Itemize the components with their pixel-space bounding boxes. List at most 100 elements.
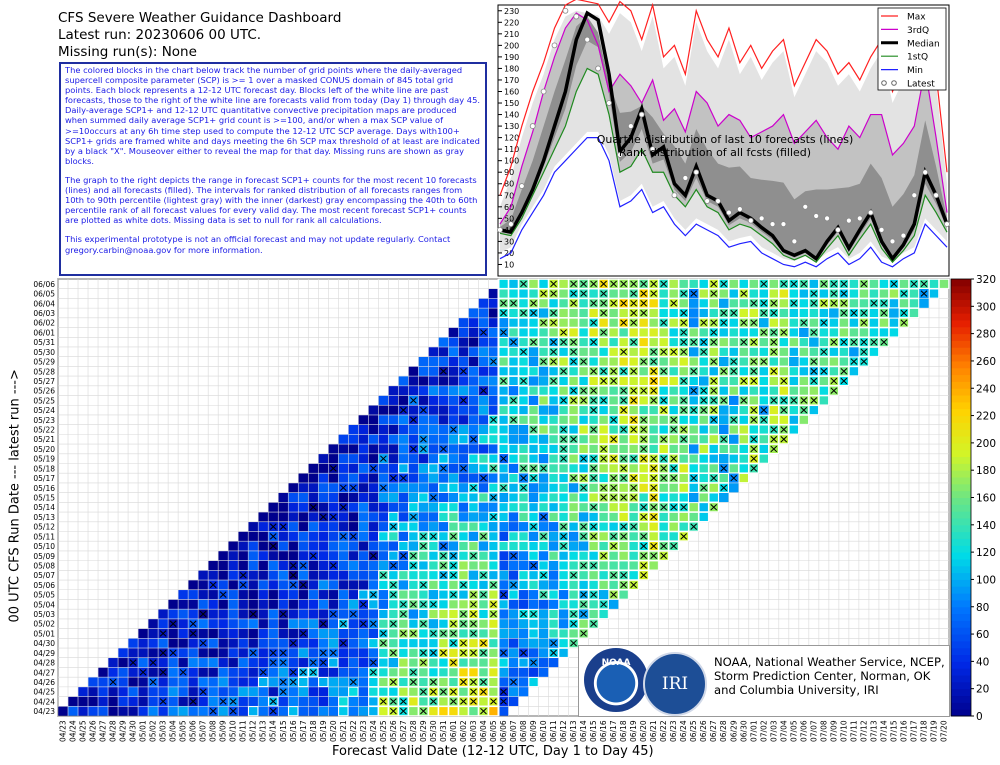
heat-cell xyxy=(598,579,609,590)
valid-date-label: 05/21 xyxy=(339,720,348,742)
scp-threshold-x xyxy=(129,659,137,666)
latest-dot xyxy=(867,209,874,216)
colorbar-tick-label: 60 xyxy=(976,629,989,641)
scp-threshold-x xyxy=(510,416,517,424)
heat-cell xyxy=(328,531,339,541)
scp-threshold-x xyxy=(450,698,457,705)
latest-dot xyxy=(649,146,656,153)
scp-threshold-x xyxy=(440,552,447,559)
colorbar-segment xyxy=(951,552,971,560)
heat-cell xyxy=(538,648,549,658)
scp-threshold-x xyxy=(610,300,617,307)
heat-cell xyxy=(478,628,489,639)
scp-threshold-x xyxy=(650,513,658,521)
heat-cell xyxy=(658,337,669,348)
heat-cell xyxy=(768,356,780,367)
heat-cell xyxy=(528,492,539,503)
scp-threshold-x xyxy=(620,455,627,462)
run-date-label: 05/25 xyxy=(33,396,55,405)
heat-cell xyxy=(108,667,118,677)
heat-cell xyxy=(738,307,749,319)
heat-cell xyxy=(689,318,699,328)
heat-cell xyxy=(468,327,479,337)
heat-cell xyxy=(638,346,649,357)
heat-cell xyxy=(408,531,419,542)
heat-cell xyxy=(388,638,399,649)
heat-cell xyxy=(468,512,479,522)
heat-cell xyxy=(348,444,359,454)
heat-cell xyxy=(338,463,349,473)
heat-cell xyxy=(318,502,329,512)
heat-cell xyxy=(728,327,739,338)
heat-cell xyxy=(778,307,790,319)
scp-threshold-x xyxy=(359,620,367,627)
scp-threshold-x xyxy=(420,581,427,589)
heat-cell xyxy=(398,589,409,600)
quartile-chart: 1020304050607080901001101201301401501601… xyxy=(497,0,950,277)
colorbar-segment xyxy=(951,654,971,662)
heat-cell xyxy=(248,541,258,551)
heat-cell xyxy=(468,579,479,590)
heat-cell xyxy=(488,676,499,688)
heat-cell xyxy=(398,676,409,688)
heat-cell xyxy=(368,628,379,639)
heat-cell xyxy=(668,288,679,299)
heat-cell xyxy=(528,550,539,561)
heat-cell xyxy=(498,657,509,668)
scp-threshold-x xyxy=(710,319,718,326)
valid-date-label: 06/02 xyxy=(459,720,468,742)
heat-cell xyxy=(488,502,499,512)
scp-threshold-x xyxy=(289,562,297,569)
heat-cell xyxy=(118,658,128,668)
scp-threshold-x xyxy=(490,358,497,365)
scp-threshold-x xyxy=(610,416,617,424)
valid-date-label: 05/28 xyxy=(409,720,418,742)
scp-threshold-x xyxy=(710,474,718,482)
heat-cell xyxy=(428,608,439,620)
heat-cell xyxy=(428,512,439,522)
heat-cell xyxy=(518,395,529,406)
heat-cell xyxy=(708,453,719,464)
heat-cell xyxy=(518,443,529,454)
scp-threshold-x xyxy=(790,397,798,404)
iri-logo xyxy=(643,652,707,716)
heat-cell xyxy=(388,628,399,639)
heat-cell xyxy=(578,375,589,387)
heat-cell xyxy=(618,560,629,571)
heat-cell xyxy=(328,522,339,532)
scp-threshold-x xyxy=(640,300,648,307)
scp-threshold-x xyxy=(630,474,637,482)
run-date-label: 05/06 xyxy=(33,581,55,590)
scp-threshold-x xyxy=(650,290,658,297)
heat-cell xyxy=(208,560,218,571)
heat-cell xyxy=(238,667,248,677)
scp-threshold-x xyxy=(390,523,397,530)
heat-cell xyxy=(358,541,369,551)
heat-cell xyxy=(328,444,339,454)
heat-cell xyxy=(378,647,389,658)
scp-threshold-x xyxy=(520,649,527,657)
heat-cell xyxy=(448,327,459,337)
scp-threshold-x xyxy=(510,678,517,686)
scp-threshold-x xyxy=(319,620,327,627)
scp-threshold-x xyxy=(710,280,718,288)
heat-cell xyxy=(408,454,419,464)
heat-cell xyxy=(718,288,729,299)
heat-cell xyxy=(538,376,549,386)
heat-cell xyxy=(468,521,479,532)
heat-cell xyxy=(338,706,349,717)
latest-dot xyxy=(911,192,918,199)
scp-threshold-x xyxy=(390,649,397,657)
scp-threshold-x xyxy=(790,300,798,307)
heat-cell xyxy=(408,638,419,649)
scp-threshold-x xyxy=(370,669,377,676)
colorbar-segment xyxy=(951,347,971,355)
ytick-label: 140 xyxy=(504,111,519,120)
heat-cell xyxy=(288,590,298,600)
heat-cell xyxy=(468,415,479,425)
scp-threshold-x xyxy=(109,678,117,686)
heat-cell xyxy=(508,589,519,600)
heat-cell xyxy=(458,473,469,483)
heat-cell xyxy=(488,522,499,532)
